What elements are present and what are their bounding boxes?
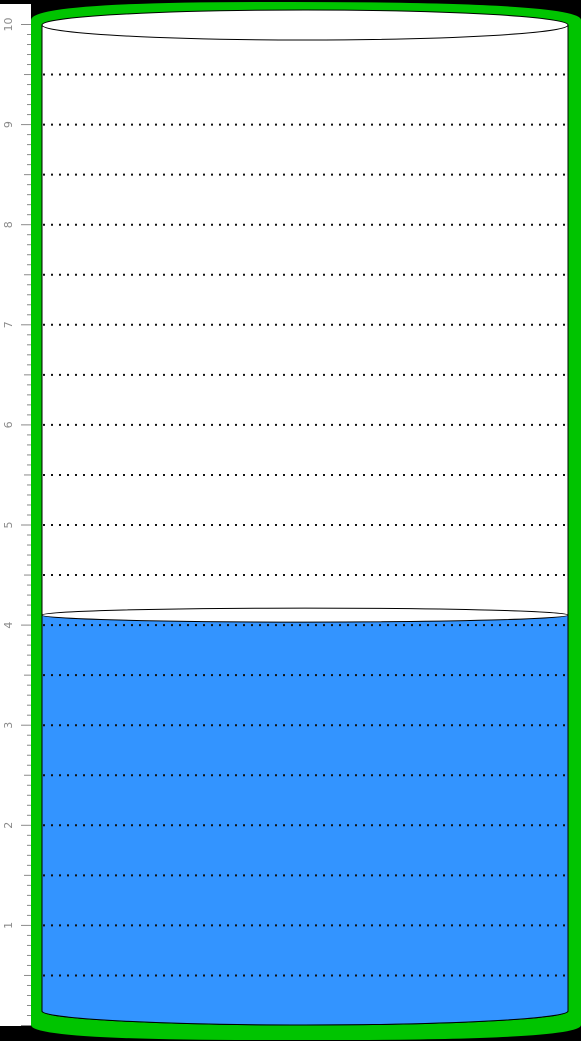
liquid-surface: [41, 607, 569, 623]
tick-label: 2: [2, 822, 15, 829]
scale: 1 2 3 4 5 6 7 8 9 10: [2, 18, 31, 1026]
tick-label: 10: [2, 18, 15, 32]
tick-label: 9: [2, 121, 15, 128]
tube-top-rim: [41, 9, 569, 41]
liquid-fill: [41, 614, 569, 1026]
tick-label: 8: [2, 221, 15, 228]
tick-label: 4: [2, 622, 15, 629]
tick-label: 7: [2, 321, 15, 328]
tick-label: 1: [2, 922, 15, 929]
tick-label: 5: [2, 522, 15, 529]
tick-label: 3: [2, 722, 15, 729]
tick-label: 6: [2, 421, 15, 428]
scale-strip: [0, 4, 31, 1026]
